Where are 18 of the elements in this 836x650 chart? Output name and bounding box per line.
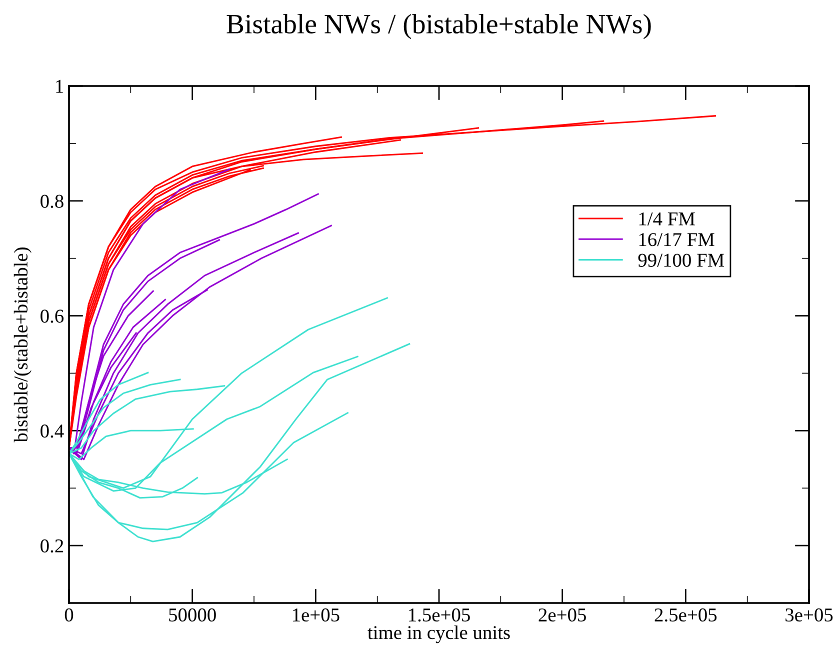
y-tick-label: 0.2 (40, 539, 64, 553)
x-tick-label: 1e+05 (292, 608, 340, 622)
legend-label: 16/17 FM (639, 233, 714, 246)
x-tick-label: 0 (64, 608, 74, 622)
y-tick-label: 0.8 (40, 194, 64, 208)
x-tick-label: 2e+05 (538, 608, 586, 622)
x-tick-label: 2.5e+05 (654, 608, 717, 622)
x-tick-label: 3e+05 (786, 608, 833, 622)
x-axis-title: time in cycle units (368, 625, 510, 644)
y-axis-title: bistable/(stable+bistable) (14, 248, 32, 442)
legend-label: 99/100 FM (638, 254, 724, 267)
legend-label: 1/4 FM (639, 212, 695, 226)
y-tick-label: 0.6 (40, 310, 64, 323)
chart-title: Bistable NWs / (bistable+stable NWs) (226, 14, 651, 40)
x-tick-label: 1.5e+05 (409, 608, 470, 622)
x-tick-label: 50000 (169, 608, 216, 622)
y-tick-label: 0.4 (40, 424, 64, 438)
y-tick-label: 1 (56, 80, 63, 93)
